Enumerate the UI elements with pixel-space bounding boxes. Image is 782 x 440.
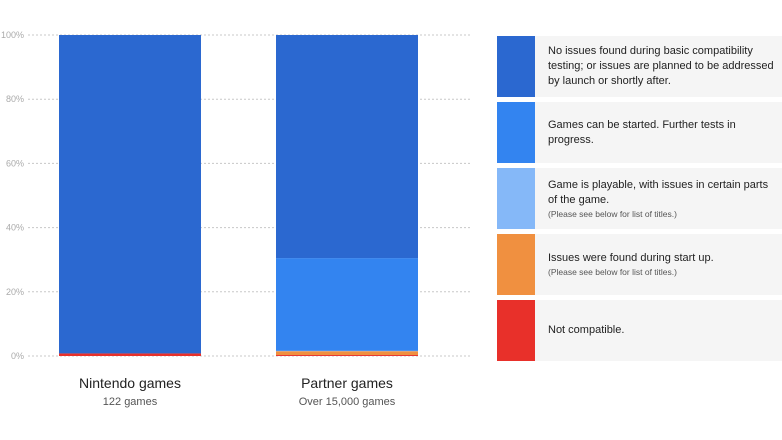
bar-segment [276,35,418,259]
y-tick-label: 100% [1,30,24,40]
bar-segment [276,355,418,356]
legend-label-note: (Please see below for list of titles.) [548,208,677,219]
y-axis: 0% 20% 40% 60% 80% 100% [1,30,24,361]
legend-item: Games can be started. Further tests in p… [497,102,782,163]
legend-label-text: Game is playable, with issues in certain… [548,178,769,206]
legend-swatch [497,36,535,97]
category-subtitle: Over 15,000 games [298,396,396,408]
legend-swatch [497,234,535,295]
legend-item: Issues were found during start up. (Pleas… [497,234,782,295]
stacked-bar-chart: 0% 20% 40% 60% 80% 100% [1,30,470,361]
bar-segment [59,35,201,354]
legend-item: Not compatible. [497,300,782,361]
legend-item: Game is playable, with issues in certain… [497,168,782,229]
legend-label-text: Issues were found during start up. [548,252,714,264]
bar-segment [59,353,201,356]
legend-label-text: Not compatible. [548,324,625,336]
legend-label-note: (Please see below for list of titles.) [548,267,677,277]
bars [59,35,418,356]
y-tick-label: 60% [6,158,24,168]
legend-label: No issues found during basic compatibili… [548,36,778,97]
legend-label: Games can be started. Further tests in p… [548,102,778,163]
legend-item: No issues found during basic compatibili… [497,36,782,97]
legend-label: Not compatible. [548,300,778,361]
y-tick-label: 20% [6,287,24,297]
bar-segment [276,351,418,356]
category-subtitle: 122 games [102,396,158,408]
bar-segment [276,258,418,351]
legend-swatch [497,102,535,163]
legend-label: Issues were found during start up. (Pleas… [548,234,778,295]
category-label: Partner games [301,375,393,391]
y-tick-label: 0% [11,351,24,361]
y-tick-label: 40% [6,223,24,233]
legend-swatch [497,300,535,361]
legend-label: Game is playable, with issues in certain… [548,168,778,229]
y-tick-label: 80% [6,94,24,104]
legend-swatch [497,168,535,229]
legend-label-text: Games can be started. Further tests in p… [548,118,736,146]
category-label: Nintendo games [79,375,181,391]
legend: No issues found during basic compatibili… [497,36,782,366]
legend-label-text: No issues found during basic compatibili… [548,45,774,87]
